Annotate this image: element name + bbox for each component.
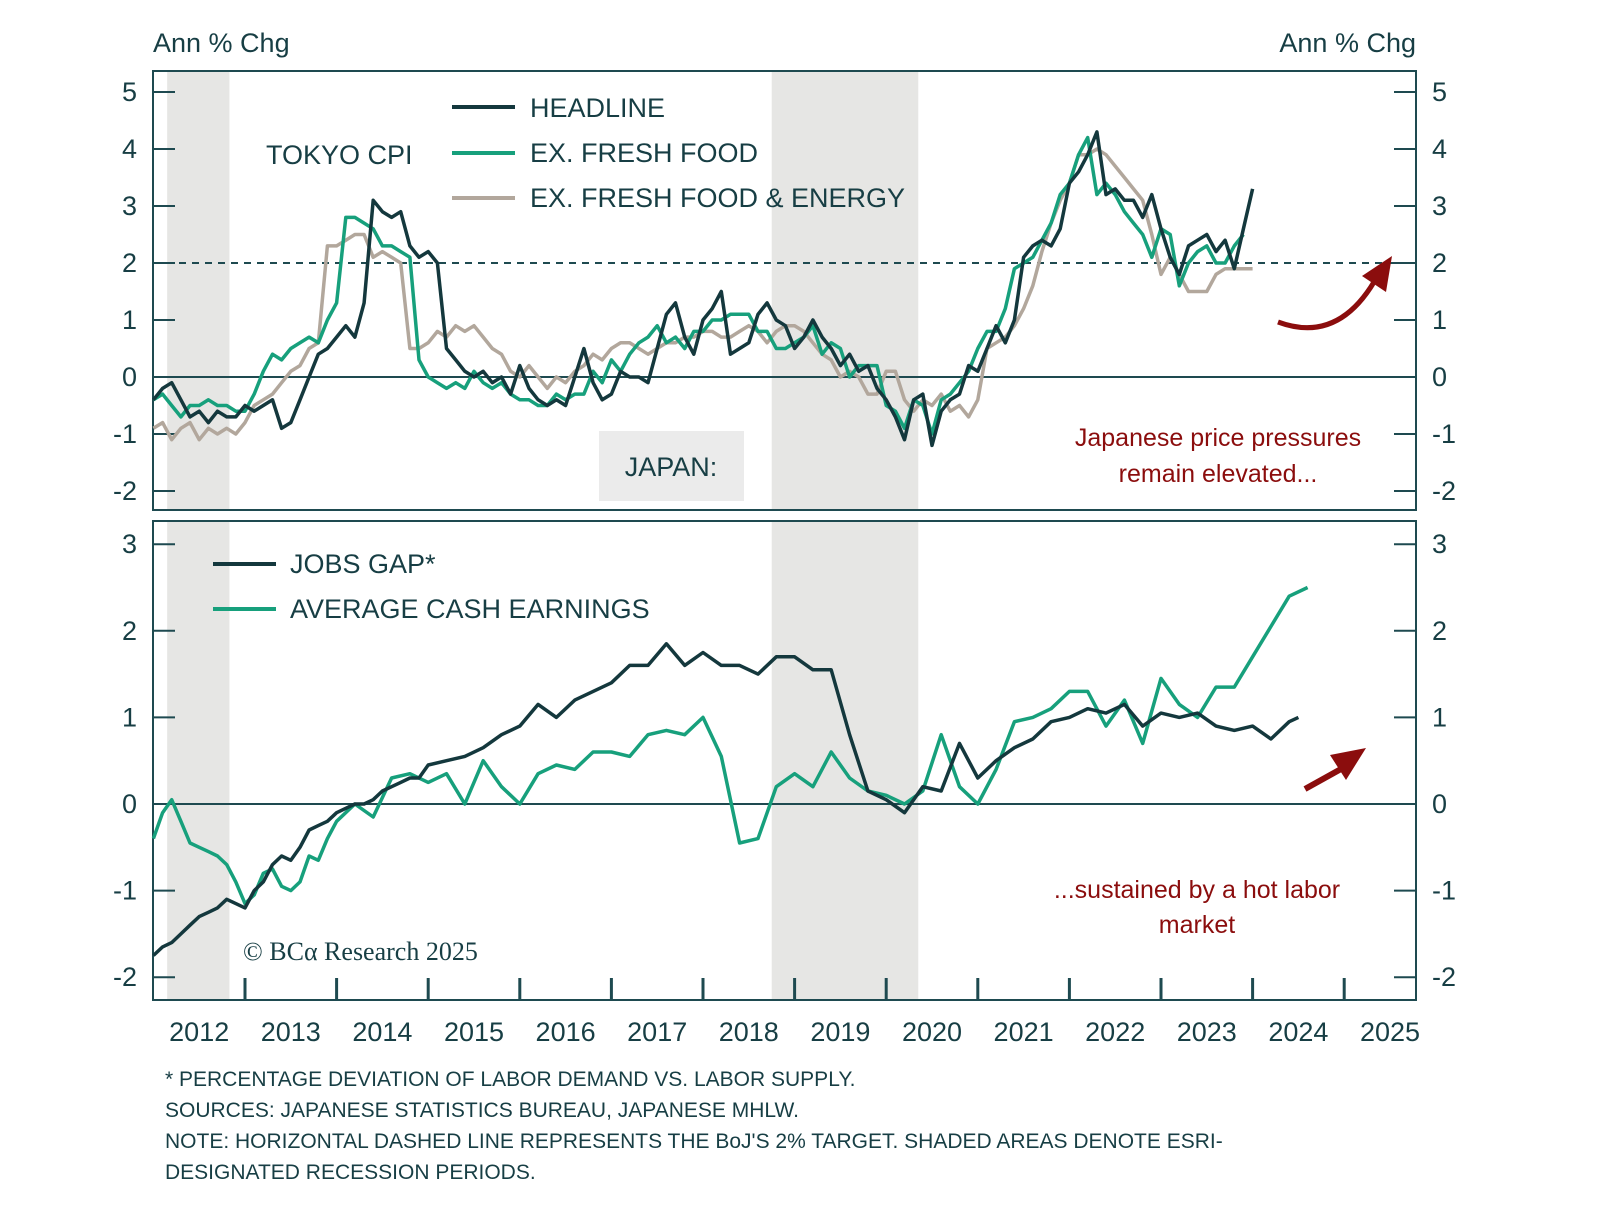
y-tick-label-left: -2: [113, 962, 137, 992]
y-tick-label-left: 2: [122, 616, 137, 646]
y-tick-label-right: 0: [1432, 362, 1447, 392]
y-tick-label-right: 0: [1432, 789, 1447, 819]
series-lines: [151, 130, 1309, 957]
y-tick-label-right: -1: [1432, 419, 1456, 449]
y-tick-label-right: 4: [1432, 134, 1447, 164]
x-tick-label: 2017: [627, 1017, 687, 1047]
y-tick-label-left: 0: [122, 789, 137, 819]
y-tick-label-left: 0: [122, 362, 137, 392]
x-tick-label: 2016: [536, 1017, 596, 1047]
x-tick-label: 2015: [444, 1017, 504, 1047]
series-jobs-gap: [152, 642, 1300, 957]
bottom-annotation-line-2: market: [1159, 911, 1235, 939]
x-tick-label: 2025: [1360, 1017, 1420, 1047]
footnote-4: DESIGNATED RECESSION PERIODS.: [165, 1161, 536, 1184]
top-panel-frame: [152, 70, 1417, 511]
y-tick-label-right: 3: [1432, 191, 1447, 221]
recession-band: [167, 522, 230, 999]
recession-shading: [167, 72, 919, 999]
recession-band: [771, 72, 919, 509]
x-tick-label: 2014: [352, 1017, 412, 1047]
y-tick-label-left: 5: [122, 77, 137, 107]
y-tick-label-right: -2: [1432, 476, 1456, 506]
panel-label: JAPAN:: [625, 452, 718, 482]
y-tick-label-right: 1: [1432, 702, 1447, 732]
legend-cash-earnings: AVERAGE CASH EARNINGS: [290, 594, 650, 624]
series-average-cash-earnings: [151, 585, 1309, 906]
y-tick-label-right: 1: [1432, 305, 1447, 335]
y-tick-label-right: 2: [1432, 248, 1447, 278]
top-annotation-line-1: Japanese price pressures: [1075, 424, 1361, 452]
y-tick-label-left: -1: [113, 876, 137, 906]
x-tick-label: 2019: [810, 1017, 870, 1047]
footnote-1: * PERCENTAGE DEVIATION OF LABOR DEMAND V…: [165, 1068, 855, 1091]
bottom-panel-frame: [152, 520, 1417, 1001]
y-tick-label-left: 4: [122, 134, 137, 164]
y-tick-label-right: 5: [1432, 77, 1447, 107]
y-axis-label-right: Ann % Chg: [1279, 28, 1416, 58]
x-tick-label: 2021: [994, 1017, 1054, 1047]
top-chart-title: TOKYO CPI: [266, 140, 413, 170]
axis-ticks: 5 5 4 4 3 3 2 2 1 1 0 0 -1 -1 -2 -2 3 3 2 2 1 1 0 0 -1 -1 -2 -2 2012…: [113, 77, 1456, 1047]
y-tick-label-left: 2: [122, 248, 137, 278]
footnote-2: SOURCES: JAPANESE STATISTICS BUREAU, JAP…: [165, 1099, 799, 1122]
y-tick-label-left: -2: [113, 476, 137, 506]
top-annotation-line-2: remain elevated...: [1119, 460, 1318, 488]
legend-ex-fresh-food-energy: EX. FRESH FOOD & ENERGY: [530, 183, 905, 213]
legend-headline: HEADLINE: [530, 93, 665, 123]
x-tick-label: 2020: [902, 1017, 962, 1047]
panel-label-box: [599, 431, 744, 501]
x-tick-label: 2022: [1085, 1017, 1145, 1047]
copyright: © BCα Research 2025: [243, 937, 478, 966]
y-tick-label-right: -2: [1432, 962, 1456, 992]
y-tick-label-right: -1: [1432, 876, 1456, 906]
recession-band: [167, 72, 230, 509]
bottom-annotation-line-1: ...sustained by a hot labor: [1054, 876, 1340, 904]
x-tick-label: 2012: [169, 1017, 229, 1047]
curved-up-arrow-icon: [1277, 273, 1381, 331]
recession-band: [771, 522, 919, 999]
x-tick-label: 2024: [1268, 1017, 1328, 1047]
y-tick-label-left: 3: [122, 529, 137, 559]
x-tick-label: 2023: [1177, 1017, 1237, 1047]
series-headline: [152, 130, 1255, 448]
x-tick-label: 2013: [261, 1017, 321, 1047]
y-axis-label-left: Ann % Chg: [153, 28, 290, 58]
legend-jobs-gap: JOBS GAP*: [290, 549, 436, 579]
y-tick-label-right: 2: [1432, 616, 1447, 646]
y-tick-label-left: 3: [122, 191, 137, 221]
y-tick-label-right: 3: [1432, 529, 1447, 559]
straight-up-arrow-head-icon: [1330, 748, 1366, 780]
x-tick-label: 2018: [719, 1017, 779, 1047]
curved-up-arrow-head-icon: [1362, 256, 1392, 292]
y-tick-label-left: -1: [113, 419, 137, 449]
y-tick-label-left: 1: [122, 305, 137, 335]
footnote-3: NOTE: HORIZONTAL DASHED LINE REPRESENTS …: [165, 1130, 1223, 1153]
y-tick-label-left: 1: [122, 702, 137, 732]
legend-ex-fresh-food: EX. FRESH FOOD: [530, 138, 758, 168]
